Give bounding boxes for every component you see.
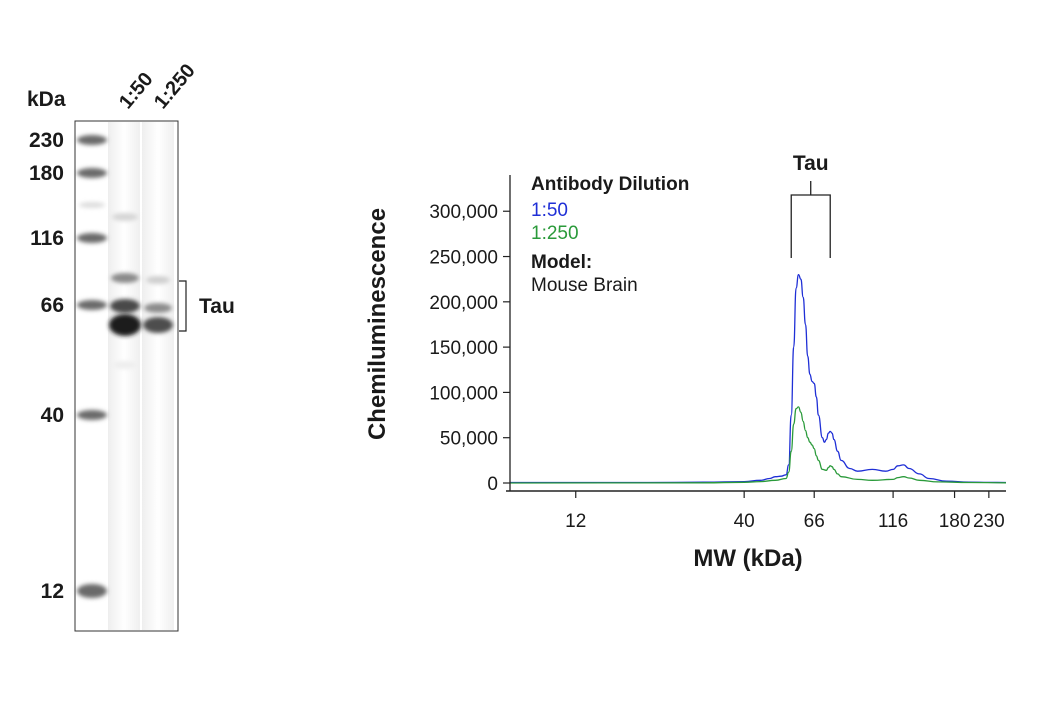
ladder-band-12 <box>77 584 107 598</box>
y-tick-label: 50,000 <box>440 429 498 450</box>
ladder-band-40 <box>77 410 107 420</box>
x-tick-label: 180 <box>939 511 971 532</box>
sample-lane-1-250 <box>143 276 173 333</box>
x-axis-title: MW (kDa) <box>693 545 802 572</box>
lane1-band-tau-upper <box>111 273 139 283</box>
ladder-band-66 <box>77 300 107 310</box>
lane1-faint-band-upper <box>112 213 138 221</box>
kda-unit-label: kDa <box>27 88 66 111</box>
y-tick-label: 100,000 <box>429 383 498 404</box>
lane2-band-tau-mid <box>144 303 172 313</box>
ladder-band-230 <box>77 135 107 145</box>
x-axis-ticks: 12 40 66 116 180 230 <box>565 491 1005 532</box>
legend-model-title: Model: <box>531 252 592 273</box>
western-blot-panel: kDa 1:50 1:250 <box>0 0 340 700</box>
x-tick-label: 116 <box>878 511 908 532</box>
ladder-lane <box>77 135 107 598</box>
y-axis-title: Chemiluminescence <box>364 208 391 440</box>
y-axis-ticks: 0 50,000 100,000 150,000 200,000 250,000 300,0… <box>429 202 510 495</box>
series-layer <box>509 273 1007 484</box>
lane1-band-tau-main <box>109 314 141 336</box>
y-tick-label: 300,000 <box>429 202 498 223</box>
sample-lane-1-50 <box>109 213 141 369</box>
lane1-faint-band-lower <box>113 361 137 369</box>
lane-header-1-250: 1:250 <box>150 60 200 113</box>
tau-annotation-bracket <box>790 181 831 258</box>
marker-label-180: 180 <box>29 162 64 185</box>
lane2-band-tau-upper <box>146 276 170 284</box>
lane-header-1-50: 1:50 <box>115 68 158 113</box>
lane-1-background <box>108 122 140 630</box>
tau-annotation-label: Tau <box>793 152 829 175</box>
x-tick-label: 40 <box>734 511 755 532</box>
legend: Antibody Dilution 1:50 1:250 Model: Mous… <box>531 174 689 296</box>
ladder-faint-band <box>79 202 105 208</box>
marker-label-66: 66 <box>41 294 64 317</box>
lane2-band-tau-main <box>143 317 173 333</box>
ladder-band-180 <box>77 168 107 178</box>
series-line-1-50 <box>510 273 1007 484</box>
legend-model-value: Mouse Brain <box>531 275 638 296</box>
lane1-band-tau-mid <box>110 299 140 313</box>
x-tick-label: 66 <box>804 511 825 532</box>
legend-series-1-50: 1:50 <box>531 200 568 221</box>
y-tick-label: 0 <box>487 474 498 495</box>
x-tick-label: 12 <box>565 511 586 532</box>
y-tick-label: 200,000 <box>429 293 498 314</box>
marker-label-40: 40 <box>41 404 64 427</box>
marker-label-230: 230 <box>29 129 64 152</box>
tau-bracket <box>179 280 187 332</box>
ladder-band-116 <box>77 233 107 243</box>
electropherogram-chart: 0 50,000 100,000 150,000 200,000 250,000 300,0… <box>364 152 1007 572</box>
y-tick-label: 250,000 <box>429 248 498 269</box>
western-blot-image: kDa 1:50 1:250 <box>27 60 235 632</box>
legend-series-1-250: 1:250 <box>531 223 579 244</box>
marker-label-12: 12 <box>41 580 64 603</box>
legend-title: Antibody Dilution <box>531 174 689 195</box>
series-line-1-250 <box>509 406 1007 484</box>
y-tick-label: 150,000 <box>429 338 498 359</box>
lane-2-background <box>142 122 174 630</box>
tau-blot-label: Tau <box>199 295 235 318</box>
x-tick-label: 230 <box>973 511 1005 532</box>
marker-label-116: 116 <box>30 227 64 250</box>
